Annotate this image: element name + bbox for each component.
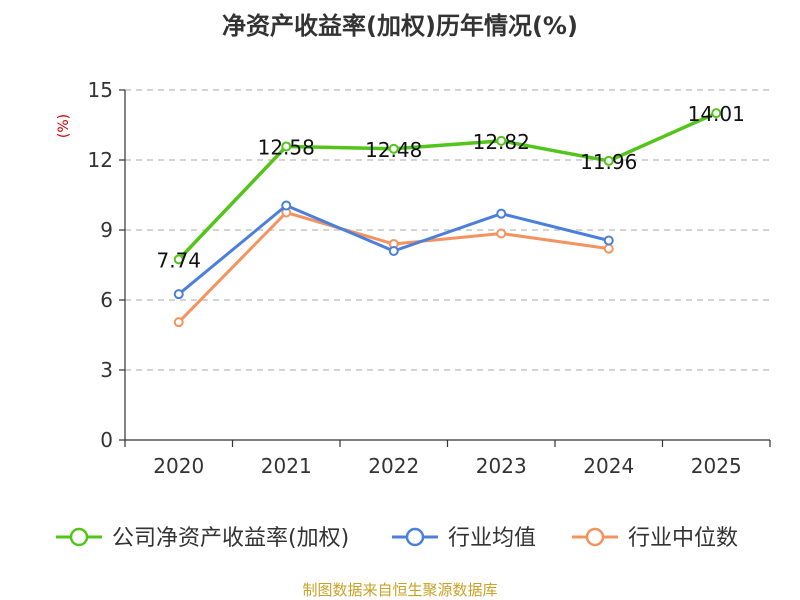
y-tick-label: 6 — [100, 288, 113, 312]
chart-title: 净资产收益率(加权)历年情况(%) — [222, 12, 578, 40]
series-point-0 — [281, 141, 292, 152]
series-point-1 — [496, 208, 507, 219]
x-tick-label: 2025 — [691, 454, 742, 478]
legend-marker-icon — [405, 527, 425, 547]
series-point-2 — [173, 317, 184, 328]
series-point-1 — [281, 200, 292, 211]
legend-label[interactable]: 行业中位数 — [628, 526, 738, 551]
series-line-0 — [177, 111, 717, 261]
y-tick-label: 9 — [100, 218, 113, 242]
source-note: 制图数据来自恒生聚源数据库 — [302, 581, 497, 599]
legend-label[interactable]: 行业均值 — [448, 526, 536, 551]
series-line-2 — [177, 211, 609, 324]
data-label: 11.96 — [580, 150, 637, 174]
y-axis-label: (%) — [56, 114, 72, 138]
data-label: 14.01 — [688, 102, 745, 126]
series-point-0 — [496, 135, 507, 146]
y-tick-label: 15 — [88, 78, 113, 102]
x-tick-label: 2023 — [476, 454, 527, 478]
x-tick-label: 2021 — [261, 454, 312, 478]
series-point-0 — [388, 143, 399, 154]
y-tick-label: 3 — [100, 358, 113, 382]
data-label-layer: 7.74 12.58 12.48 12.82 11.96 14.01 — [156, 102, 744, 272]
data-label: 12.48 — [365, 138, 422, 162]
series-point-0 — [603, 155, 614, 166]
data-label: 7.74 — [156, 248, 201, 272]
series-point-0 — [711, 108, 722, 119]
grid-layer — [125, 89, 770, 371]
data-label: 12.58 — [258, 135, 315, 159]
series-layer — [173, 108, 722, 328]
x-tick-label: 2022 — [368, 454, 419, 478]
legend-marker-icon — [585, 527, 605, 547]
y-tick-label: 12 — [88, 148, 113, 172]
series-point-1 — [173, 289, 184, 300]
series-point-2 — [496, 228, 507, 239]
series-point-1 — [388, 246, 399, 256]
y-tick-label: 0 — [100, 428, 113, 452]
legend-label[interactable]: 公司净资产收益率(加权) — [112, 526, 349, 551]
data-label: 12.82 — [473, 130, 530, 154]
x-tick-label: 2020 — [153, 454, 204, 478]
series-point-1 — [603, 235, 614, 246]
axis-layer: 0 3 6 9 12 15 2020 2021 2022 2023 2024 2025 — [88, 78, 771, 478]
series-point-2 — [603, 243, 614, 254]
x-tick-label: 2024 — [583, 454, 634, 478]
legend: 公司净资产收益率(加权) 行业均值 行业中位数 — [56, 526, 738, 551]
series-point-0 — [173, 254, 184, 265]
legend-marker-icon — [69, 527, 89, 547]
